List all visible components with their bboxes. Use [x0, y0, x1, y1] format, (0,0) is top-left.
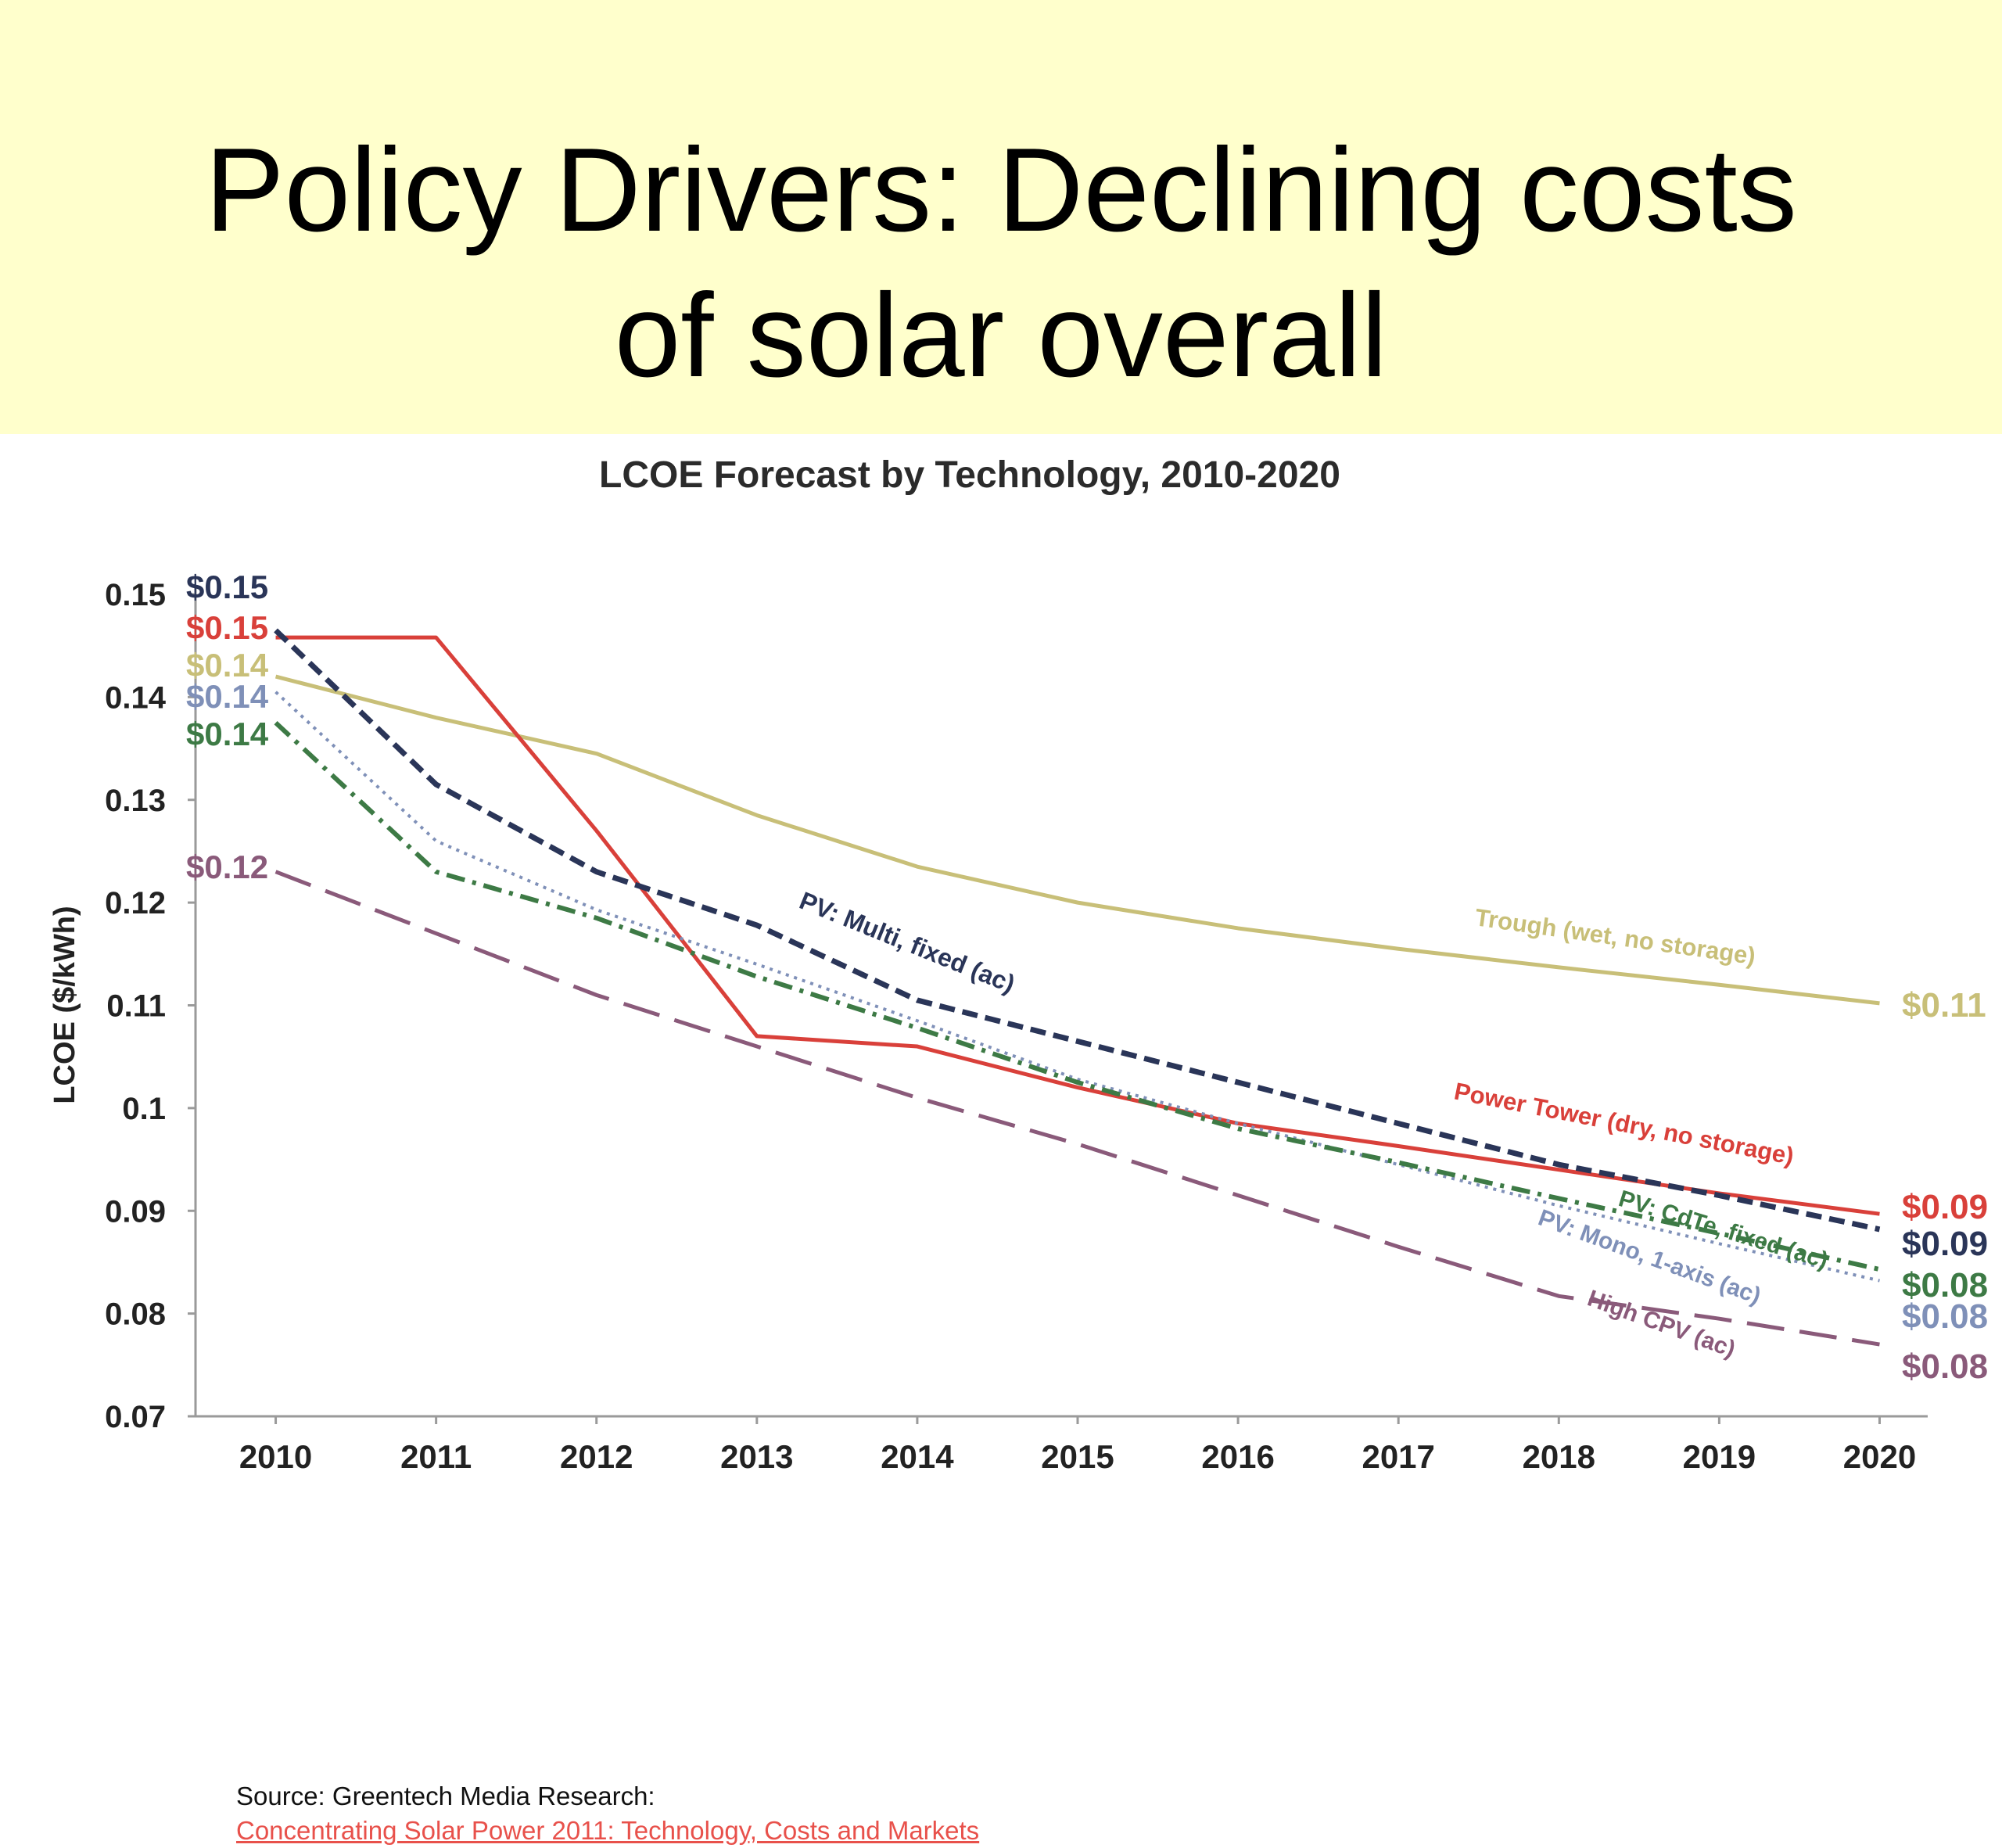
series-name-pv_multi: PV: Multi, fixed (ac) — [795, 886, 1018, 998]
end-value-pv_cdte: $0.08 — [1902, 1266, 1988, 1304]
end-value-power_tower: $0.09 — [1902, 1188, 1988, 1226]
x-tick-label: 2015 — [1041, 1438, 1114, 1475]
end-value-pv_multi: $0.09 — [1902, 1225, 1988, 1263]
start-value-high_cpv: $0.12 — [186, 849, 268, 885]
series-line-trough — [274, 674, 1880, 1006]
x-tick-label: 2018 — [1523, 1438, 1595, 1475]
start-value-pv_cdte: $0.14 — [186, 716, 269, 752]
series-name-power_tower: Power Tower (dry, no storage) — [1452, 1078, 1796, 1171]
chart-title: LCOE Forecast by Technology, 2010-2020 — [599, 454, 1340, 496]
y-tick-label: 0.11 — [106, 989, 166, 1024]
end-value-trough: $0.11 — [1902, 986, 1986, 1024]
x-tick-label: 2016 — [1201, 1438, 1274, 1475]
y-tick-label: 0.14 — [105, 680, 167, 715]
x-tick-label: 2011 — [400, 1438, 472, 1475]
y-tick-label: 0.13 — [105, 784, 166, 818]
x-tick-label: 2010 — [239, 1438, 312, 1475]
x-tick-label: 2019 — [1683, 1438, 1756, 1475]
slide-title: Policy Drivers: Declining costs of solar… — [205, 124, 1797, 402]
x-tick-label: 2013 — [720, 1438, 793, 1475]
y-axis-label: LCOE ($/kWh) — [48, 906, 81, 1103]
series-line-high_cpv — [274, 870, 1880, 1347]
end-value-high_cpv: $0.08 — [1902, 1347, 1988, 1386]
y-tick-label: 0.09 — [105, 1194, 166, 1229]
end-value-pv_mono: $0.08 — [1902, 1297, 1988, 1336]
series-name-trough: Trough (wet, no storage) — [1473, 903, 1757, 970]
source-note: Source: Greentech Media Research: Concen… — [236, 1779, 979, 1848]
x-tick-label: 2020 — [1843, 1438, 1916, 1475]
series-line-pv_multi — [274, 628, 1881, 1233]
start-value-power_tower: $0.15 — [186, 609, 268, 646]
y-tick-label: 0.07 — [105, 1400, 166, 1434]
y-tick-label: 0.08 — [105, 1297, 166, 1332]
y-tick-label: 0.15 — [105, 578, 166, 612]
start-value-trough: $0.14 — [186, 647, 269, 684]
axes: 0.15 0.14 0.13 0.12 0.11 0.1 0.09 0.08 0.07 2010 2… — [105, 578, 1928, 1475]
source-label: Source: Greentech Media Research: — [236, 1782, 655, 1810]
source-link[interactable]: Concentrating Solar Power 2011: Technolo… — [236, 1816, 980, 1845]
x-tick-label: 2012 — [560, 1438, 633, 1475]
lcoe-chart: LCOE Forecast by Technology, 2010-2020 L… — [48, 454, 1988, 1475]
series-name-high_cpv: High CPV (ac) — [1584, 1286, 1739, 1363]
series-line-pv_mono — [274, 691, 1880, 1283]
series-line-pv_cdte — [274, 721, 1881, 1272]
y-tick-label: 0.12 — [105, 886, 166, 920]
x-tick-label: 2017 — [1362, 1438, 1434, 1475]
series-lines — [274, 628, 1881, 1347]
series-labels: Trough (wet, no storage) Power Tower (dry… — [186, 569, 1988, 1386]
y-tick-label: 0.1 — [122, 1092, 166, 1126]
start-value-pv_multi: $0.15 — [186, 569, 268, 605]
chart-panel: LCOE Forecast by Technology, 2010-2020 L… — [0, 434, 2002, 1845]
title-band: Policy Drivers: Declining costs of solar… — [0, 0, 2002, 434]
start-value-pv_mono: $0.14 — [186, 678, 269, 715]
x-tick-label: 2014 — [881, 1438, 954, 1475]
